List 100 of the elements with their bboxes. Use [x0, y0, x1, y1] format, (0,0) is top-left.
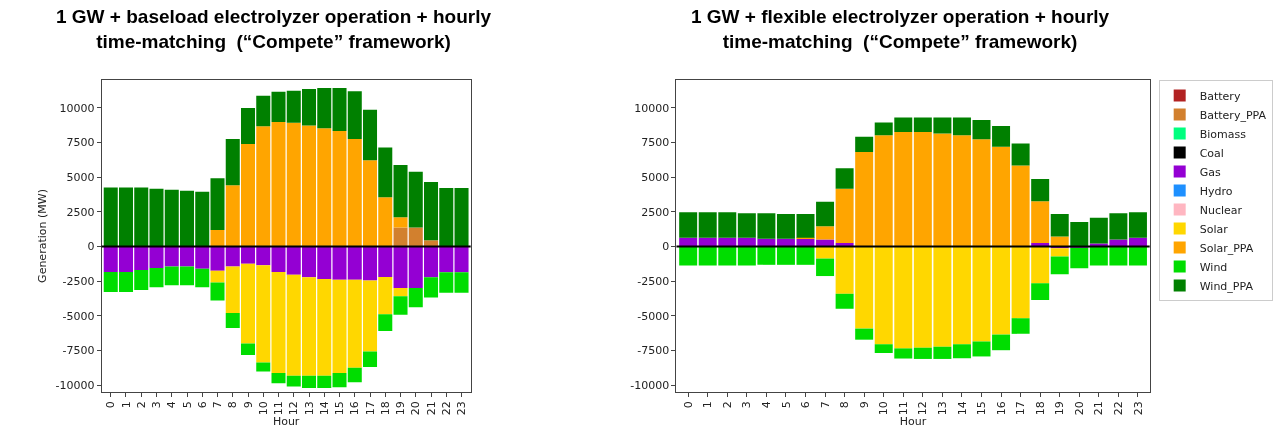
- y-axis-title: Generation (MW): [36, 189, 50, 283]
- chart-title: 1 GW + baseload electrolyzer operation + hourly time-matching (“Compete” framework): [56, 6, 492, 52]
- bar: [952, 135, 971, 247]
- x-tick-label: 5: [779, 401, 793, 409]
- bar: [363, 351, 378, 368]
- bar: [952, 117, 971, 136]
- chart-title: 1 GW + flexible electrolyzer operation + hourly time-matching (“Compete” framework): [691, 6, 1110, 52]
- x-tick-label: 0: [681, 401, 695, 409]
- x-tick-label: 19: [1053, 401, 1067, 416]
- x-tick-label: 4: [165, 401, 179, 409]
- bar: [225, 312, 240, 328]
- x-tick-label: 9: [241, 401, 255, 409]
- bar: [1011, 143, 1030, 166]
- x-tick-label: 15: [333, 401, 347, 416]
- x-tick-label: 2: [720, 401, 734, 409]
- x-tick-label: 11: [896, 401, 910, 416]
- x-tick-label: 18: [378, 401, 392, 416]
- y-tick-label: -5000: [637, 309, 670, 323]
- y-tick-label: 5000: [641, 170, 670, 184]
- y-tick-label: 2500: [641, 205, 670, 219]
- bar: [1031, 179, 1050, 202]
- bar: [454, 187, 469, 247]
- x-tick-label: 7: [211, 401, 225, 409]
- x-tick-label: 12: [287, 401, 301, 416]
- x-tick-label: 10: [256, 401, 270, 416]
- bar: [972, 341, 991, 357]
- bar: [1011, 318, 1030, 334]
- bar: [992, 246, 1011, 335]
- x-tick-label: 8: [226, 401, 240, 409]
- x-axis-title: Hour: [899, 415, 927, 429]
- y-tick-label: 10000: [634, 101, 670, 115]
- x-tick-label: 7: [818, 401, 832, 409]
- y-tick-label: 7500: [66, 136, 95, 150]
- bar: [972, 246, 991, 342]
- bar: [992, 334, 1011, 351]
- legend-label: Hydro: [1199, 184, 1233, 198]
- y-tick-label: -7500: [637, 344, 670, 358]
- bar: [1031, 283, 1050, 301]
- bar: [816, 246, 835, 259]
- bar: [992, 125, 1011, 147]
- bar: [816, 258, 835, 277]
- bar: [454, 272, 469, 293]
- legend-label: Biomass: [1199, 127, 1247, 141]
- x-axis-title: Hour: [272, 415, 300, 429]
- x-tick-label: 14: [317, 401, 331, 416]
- legend-label: Coal: [1199, 146, 1224, 160]
- bar: [679, 246, 698, 266]
- legend-label: Battery_PPA: [1199, 108, 1267, 122]
- y-tick-label: 5000: [66, 170, 95, 184]
- bar: [1128, 212, 1147, 238]
- legend-label: Wind_PPA: [1199, 279, 1254, 293]
- bar: [855, 136, 874, 153]
- x-tick-label: 17: [363, 401, 377, 416]
- x-tick-label: 4: [759, 401, 773, 409]
- x-tick-label: 23: [455, 401, 469, 416]
- x-tick-label: 16: [994, 401, 1008, 416]
- x-tick-label: 6: [799, 401, 813, 409]
- y-tick-label: -10000: [55, 378, 95, 392]
- bar: [378, 314, 393, 331]
- bar: [855, 328, 874, 340]
- legend-label: Solar: [1199, 222, 1229, 236]
- x-tick-label: 21: [424, 401, 438, 416]
- legend-label: Battery: [1199, 89, 1241, 103]
- x-tick-label: 20: [1072, 401, 1086, 416]
- bar: [240, 343, 256, 356]
- bar: [816, 201, 835, 227]
- x-tick-label: 19: [394, 401, 408, 416]
- x-tick-label: 10: [877, 401, 891, 416]
- bar: [816, 226, 835, 240]
- bar: [972, 119, 991, 140]
- y-tick-label: 0: [87, 240, 95, 254]
- y-tick-label: 2500: [66, 205, 95, 219]
- x-tick-label: 1: [701, 401, 715, 409]
- bar: [1050, 248, 1069, 257]
- x-tick-label: 13: [935, 401, 949, 416]
- bar: [835, 168, 854, 189]
- y-tick-label: -10000: [630, 378, 670, 392]
- x-tick-label: 2: [134, 401, 148, 409]
- bar: [952, 344, 971, 359]
- x-tick-label: 16: [348, 401, 362, 416]
- x-tick-label: 22: [439, 401, 453, 416]
- x-tick-label: 3: [150, 401, 164, 409]
- x-tick-label: 15: [975, 401, 989, 416]
- x-tick-label: 5: [180, 401, 194, 409]
- x-tick-label: 12: [916, 401, 930, 416]
- y-tick-label: 10000: [59, 101, 95, 115]
- legend-label: Nuclear: [1199, 203, 1243, 217]
- x-tick-label: 23: [1131, 401, 1145, 416]
- x-tick-label: 17: [1014, 401, 1028, 416]
- bar: [256, 362, 271, 372]
- x-tick-label: 9: [857, 401, 871, 409]
- x-tick-label: 3: [740, 401, 754, 409]
- bar: [776, 246, 795, 265]
- bar: [972, 139, 991, 247]
- bar: [393, 217, 408, 228]
- bar: [679, 212, 698, 238]
- bar: [992, 146, 1011, 247]
- x-tick-label: 1: [119, 401, 133, 409]
- legend-label: Solar_PPA: [1199, 241, 1254, 255]
- y-tick-label: -7500: [62, 344, 95, 358]
